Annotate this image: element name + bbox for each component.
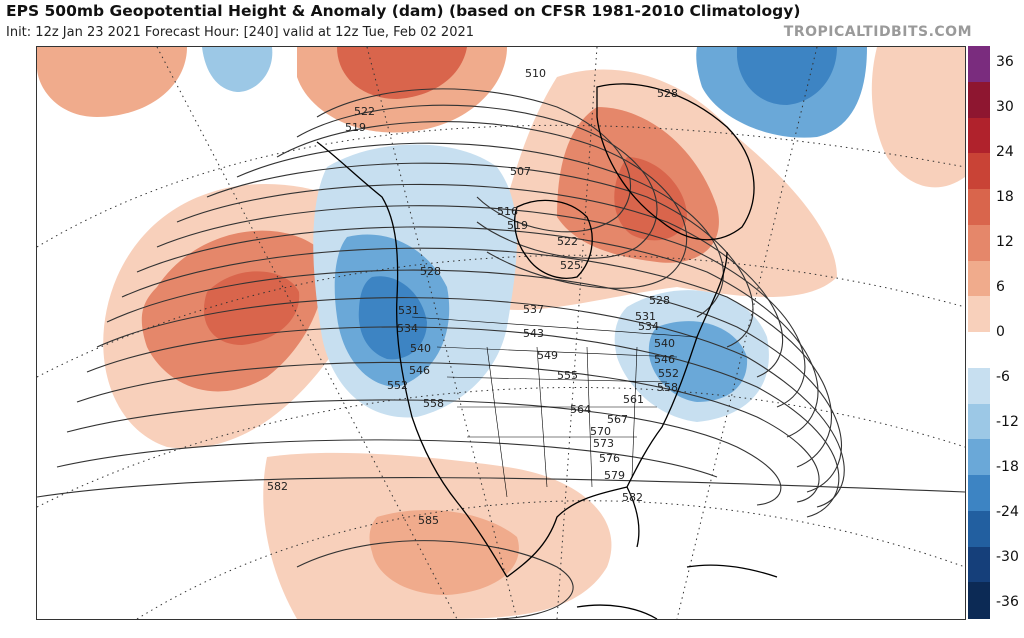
colorbar-tick-label: -36	[996, 594, 1019, 610]
contour-label: 558	[423, 397, 444, 410]
positive-anomalies	[37, 47, 965, 619]
colorbar-swatch	[968, 546, 990, 583]
contour-label: 534	[397, 322, 418, 335]
coastline-greenland	[596, 83, 755, 241]
colorbar-tick-label: 24	[996, 144, 1014, 160]
contour-label: 537	[523, 303, 544, 316]
contour-label: 549	[537, 349, 558, 362]
colorbar-swatch	[968, 475, 990, 512]
colorbar-tick-label: -18	[996, 459, 1019, 475]
contour-label: 534	[638, 320, 659, 333]
map-title: EPS 500mb Geopotential Height & Anomaly …	[6, 2, 801, 20]
anomaly-ridge-alaska-core	[337, 47, 467, 99]
anomaly-colorbar: 36 30 24 18 12 6 0 -6 -12 -18 -24 -30 -36	[968, 46, 1022, 619]
colorbar-tick-label: 6	[996, 279, 1005, 295]
colorbar-swatch	[968, 332, 990, 369]
colorbar-swatch	[968, 367, 990, 404]
map-canvas: 510 528 522 519 507 516 519 522 525 528 …	[37, 47, 965, 619]
contour-label: 531	[635, 310, 656, 323]
contour-label: 507	[510, 165, 531, 178]
contour-label: 546	[409, 364, 430, 377]
anomaly-ridge-mexico-core	[369, 509, 519, 595]
coastline-gulf	[506, 486, 640, 578]
coastline-north-america-west	[316, 141, 508, 578]
contour-label: 543	[523, 327, 544, 340]
colorbar-swatch	[968, 296, 990, 333]
colorbar-tick-label: -24	[996, 504, 1019, 520]
colorbar-swatch	[968, 81, 990, 118]
colorbar-tick-label: 30	[996, 99, 1014, 115]
colorbar-tick-label: 18	[996, 189, 1014, 205]
anomaly-trough-bering	[202, 47, 273, 92]
colorbar-tick-label: 36	[996, 54, 1014, 70]
contour-label: 555	[557, 369, 578, 382]
contour-label: 579	[604, 469, 625, 482]
contour-label: 540	[410, 342, 431, 355]
graticule	[37, 47, 965, 619]
contour-labels: 510 528 522 519 507 516 519 522 525 528 …	[267, 67, 679, 527]
contour-label: 522	[354, 105, 375, 118]
colorbar-tick-label: 0	[996, 324, 1005, 340]
contour-label: 519	[345, 121, 366, 134]
anomaly-map: 510 528 522 519 507 516 519 522 525 528 …	[36, 46, 966, 620]
contour-label: 522	[557, 235, 578, 248]
colorbar-tick-label: -6	[996, 369, 1010, 385]
contour-label: 546	[654, 353, 675, 366]
contour-label: 585	[418, 514, 439, 527]
height-contours	[37, 88, 965, 619]
anomaly-ridge-atlantic-east	[871, 47, 965, 188]
contour-label: 573	[593, 437, 614, 450]
colorbar-swatch	[968, 403, 990, 440]
contour-label: 552	[387, 379, 408, 392]
contour-label: 531	[398, 304, 419, 317]
colorbar-swatch	[968, 117, 990, 154]
contour-label: 552	[658, 367, 679, 380]
colorbar-swatch	[968, 439, 990, 476]
colorbar-swatch	[968, 582, 990, 619]
colorbar-swatch	[968, 224, 990, 261]
colorbar-swatch	[968, 510, 990, 547]
contour-label: 510	[525, 67, 546, 80]
colorbar-tick-label: -12	[996, 414, 1019, 430]
colorbar-swatch	[968, 260, 990, 297]
contour-label: 525	[560, 259, 581, 272]
anomaly-trough-west-coast-core	[358, 276, 427, 360]
contour-label: 567	[607, 413, 628, 426]
coastline-cuba	[686, 564, 778, 578]
contour-label: 528	[657, 87, 678, 100]
contour-label: 561	[623, 393, 644, 406]
anomaly-trough-east-coast-mid	[648, 321, 748, 402]
contour-label: 564	[570, 403, 591, 416]
colorbar-swatch	[968, 153, 990, 190]
contour-label: 528	[649, 294, 670, 307]
brand-watermark: TROPICALTIDBITS.COM	[783, 24, 972, 40]
contour-label: 516	[497, 205, 518, 218]
anomaly-trough-north-atlantic-core	[737, 47, 837, 105]
contour-label: 528	[420, 265, 441, 278]
map-subtitle: Init: 12z Jan 23 2021 Forecast Hour: [24…	[6, 25, 475, 40]
coastline-hudson-bay	[514, 199, 593, 279]
coastline-north-america-east	[626, 251, 728, 488]
colorbar-swatch	[968, 189, 990, 226]
anomaly-ridge-north-pacific-center	[203, 271, 300, 345]
coastline-central-america	[576, 604, 658, 619]
coastlines	[316, 83, 778, 619]
anomaly-ridge-northwest-pacific	[37, 47, 187, 117]
contour-label: 570	[590, 425, 611, 438]
colorbar-tick-label: -30	[996, 549, 1019, 565]
contour-label: 576	[599, 452, 620, 465]
colorbar-swatch	[968, 46, 990, 83]
contour-label: 540	[654, 337, 675, 350]
colorbar-tick-label: 12	[996, 234, 1014, 250]
contour-label: 558	[657, 381, 678, 394]
contour-label: 582	[267, 480, 288, 493]
contour-label: 519	[507, 219, 528, 232]
negative-anomalies	[202, 47, 867, 422]
contour-label: 582	[622, 491, 643, 504]
political-boundaries	[411, 316, 698, 498]
